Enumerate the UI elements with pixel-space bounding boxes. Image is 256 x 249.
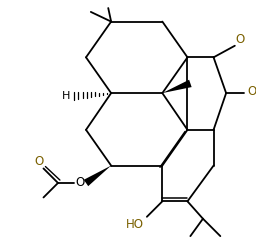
Text: H: H bbox=[61, 91, 70, 101]
Text: O: O bbox=[247, 85, 256, 98]
Text: HO: HO bbox=[126, 218, 144, 231]
Polygon shape bbox=[162, 80, 192, 93]
Polygon shape bbox=[84, 166, 111, 186]
Text: O: O bbox=[34, 155, 43, 168]
Text: O: O bbox=[235, 33, 244, 47]
Text: O: O bbox=[76, 177, 85, 189]
